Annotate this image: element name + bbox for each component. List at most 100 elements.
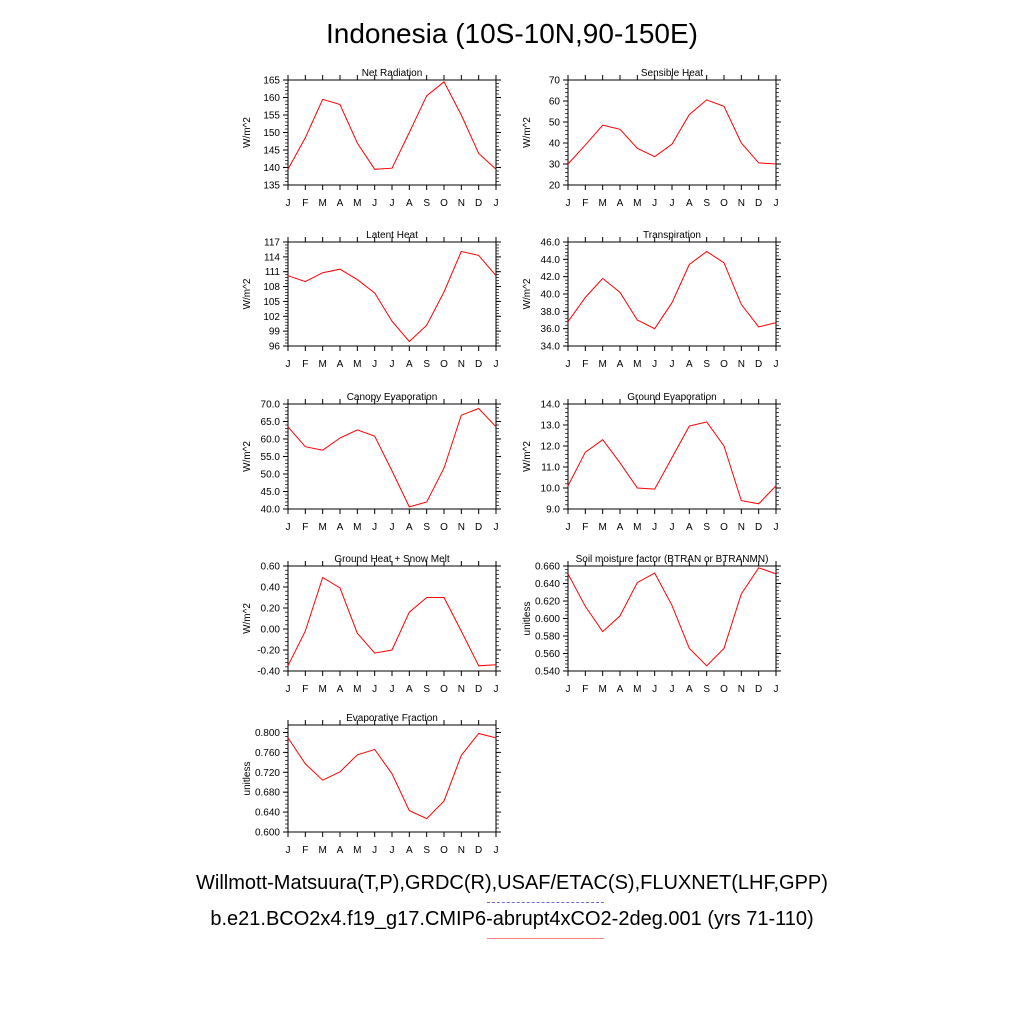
series-line (567, 421, 777, 505)
x-tick-label: M (598, 684, 606, 695)
x-tick-label: J (774, 522, 779, 533)
panel-title: Soil moisture factor (BTRAN or BTRANMN) (576, 554, 769, 565)
x-tick-label: D (475, 359, 482, 370)
y-tick-label: -0.40 (257, 667, 280, 678)
y-tick-label: 50.0 (261, 470, 281, 481)
x-tick-label: J (670, 522, 675, 533)
x-tick-label: M (318, 198, 326, 209)
y-axis-label: W/m^2 (242, 278, 253, 309)
x-tick-label: S (703, 684, 710, 695)
legend-model-swatch (487, 938, 604, 939)
x-tick-label: S (423, 359, 430, 370)
x-tick-label: S (703, 359, 710, 370)
y-tick-label: 0.540 (535, 667, 560, 678)
panel-title: Latent Heat (366, 230, 418, 241)
y-tick-label: 165 (263, 76, 280, 87)
x-tick-label: J (390, 198, 395, 209)
y-tick-label: 0.660 (535, 562, 560, 573)
x-tick-label: A (617, 359, 624, 370)
x-tick-label: F (302, 359, 308, 370)
x-tick-label: S (703, 198, 710, 209)
x-tick-label: M (318, 359, 326, 370)
y-tick-label: 0.760 (255, 748, 280, 759)
x-tick-label: N (458, 198, 465, 209)
x-tick-label: J (286, 845, 291, 856)
y-tick-label: 11.0 (541, 463, 560, 474)
x-tick-label: J (286, 359, 291, 370)
series-line (287, 407, 497, 508)
x-tick-label: N (738, 684, 745, 695)
panel-5: Canopy Evaporation W/m^2 40.0 45.0 50.0 55.0 6… (242, 392, 501, 533)
y-tick-label: 140 (263, 163, 280, 174)
x-tick-label: A (686, 198, 693, 209)
series-line (287, 576, 497, 667)
y-tick-label: 9.0 (546, 505, 560, 516)
x-tick-label: F (582, 198, 588, 209)
x-tick-label: F (302, 522, 308, 533)
x-tick-label: A (337, 522, 344, 533)
y-tick-label: 0.720 (255, 768, 280, 779)
legend-model-label: b.e21.BCO2x4.f19_g17.CMIP6-abrupt4xCO2-2… (210, 908, 814, 930)
plot-frame (567, 565, 777, 672)
x-tick-label: N (458, 845, 465, 856)
panel-6: Ground Evaporation W/m^2 9.0 10.0 11.0 12.0 13… (522, 392, 781, 533)
x-tick-label: D (755, 198, 762, 209)
series-line (287, 250, 497, 343)
y-tick-label: 0.580 (535, 632, 560, 643)
x-tick-label: A (337, 684, 344, 695)
y-axis-label: W/m^2 (242, 603, 253, 634)
y-axis-label: W/m^2 (242, 441, 253, 472)
series-line (287, 81, 497, 170)
x-tick-label: J (652, 198, 657, 209)
x-tick-label: M (353, 522, 361, 533)
x-tick-label: M (318, 845, 326, 856)
y-tick-label: 36.0 (541, 324, 561, 335)
x-tick-label: M (633, 359, 641, 370)
plot-frame (567, 403, 777, 510)
x-tick-label: M (633, 522, 641, 533)
x-tick-label: O (440, 359, 448, 370)
x-tick-label: A (686, 359, 693, 370)
legend-obs-swatch (487, 902, 604, 903)
y-tick-label: 0.00 (261, 625, 281, 636)
y-tick-label: 150 (263, 128, 280, 139)
x-tick-label: M (633, 684, 641, 695)
x-tick-label: F (302, 684, 308, 695)
y-tick-label: 0.800 (255, 728, 280, 739)
y-tick-label: 45.0 (261, 487, 281, 498)
y-tick-label: 13.0 (541, 421, 561, 432)
y-tick-label: 111 (265, 267, 281, 278)
x-tick-label: N (738, 359, 745, 370)
x-tick-label: J (372, 684, 377, 695)
x-tick-label: J (286, 198, 291, 209)
y-tick-label: 0.620 (535, 597, 560, 608)
x-tick-label: N (458, 359, 465, 370)
panel-title: Net Radiation (362, 68, 423, 79)
x-tick-label: M (353, 684, 361, 695)
x-tick-label: D (475, 198, 482, 209)
y-tick-label: 0.680 (255, 788, 280, 799)
x-tick-label: S (423, 684, 430, 695)
plot-frame (287, 403, 497, 510)
x-tick-label: A (406, 522, 413, 533)
x-tick-label: J (652, 522, 657, 533)
x-tick-label: O (720, 198, 728, 209)
y-tick-label: 108 (263, 282, 280, 293)
y-tick-label: 20 (549, 181, 561, 192)
x-tick-label: J (494, 198, 499, 209)
y-tick-label: -0.20 (257, 646, 280, 657)
x-tick-label: A (617, 684, 624, 695)
plot-frame (287, 241, 497, 347)
x-tick-label: A (406, 198, 413, 209)
x-tick-label: J (286, 522, 291, 533)
y-tick-label: 44.0 (541, 255, 561, 266)
x-tick-label: J (286, 684, 291, 695)
x-tick-label: O (440, 198, 448, 209)
x-tick-label: O (720, 684, 728, 695)
y-tick-label: 145 (263, 146, 280, 157)
x-tick-label: D (475, 684, 482, 695)
x-tick-label: D (475, 845, 482, 856)
x-tick-label: S (423, 845, 430, 856)
